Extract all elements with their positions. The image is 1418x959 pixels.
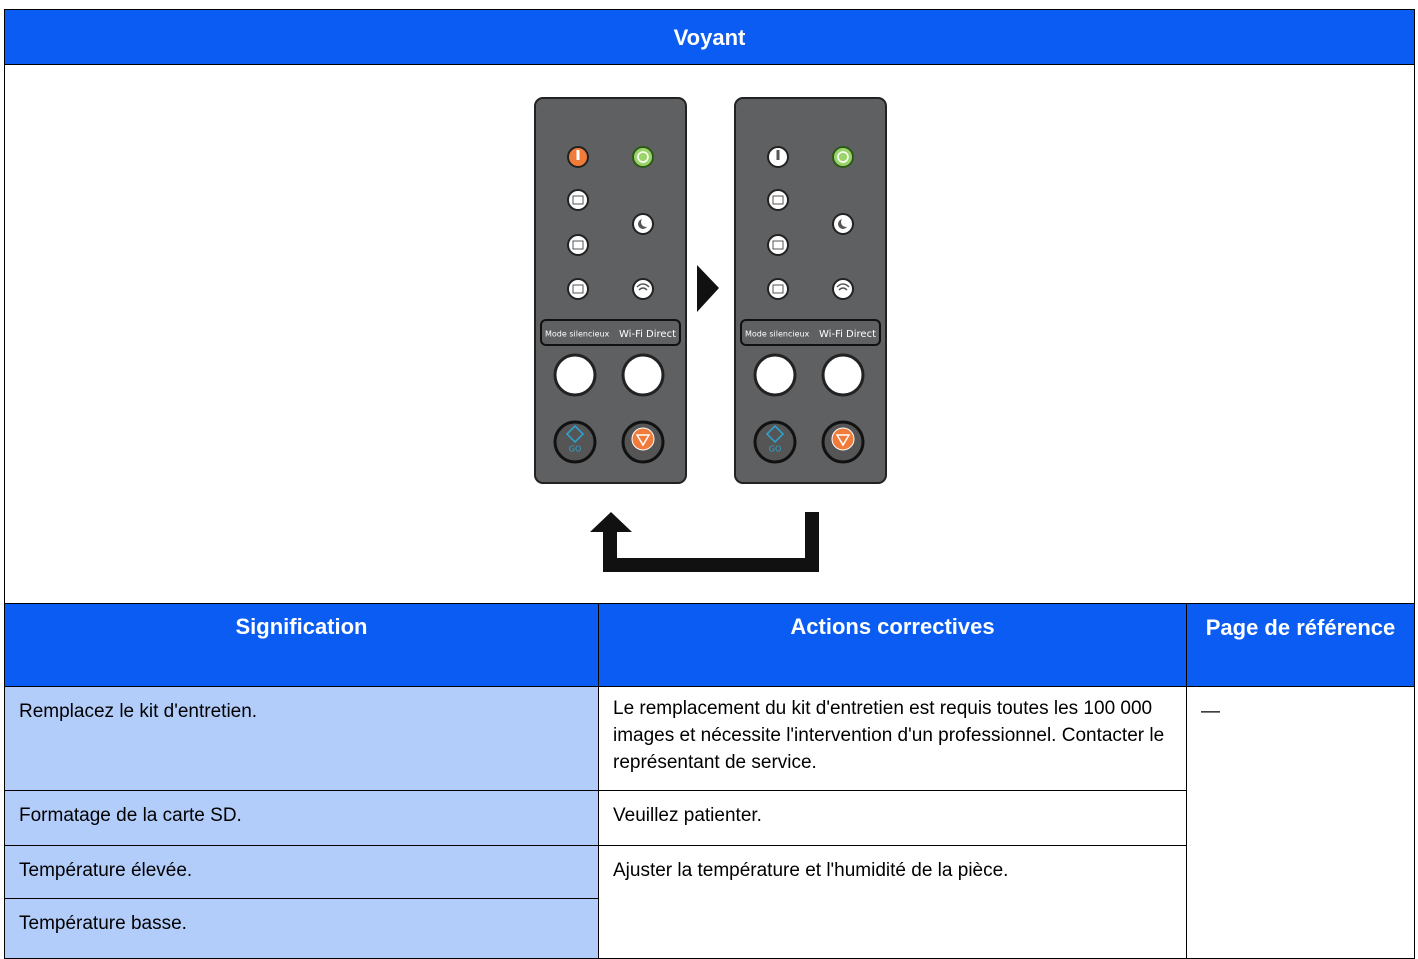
icon-mark <box>565 424 585 444</box>
icon-mark <box>641 217 651 227</box>
indicator <box>767 234 789 256</box>
icon-mark <box>772 240 784 250</box>
icon-mark <box>837 151 849 163</box>
column-header: Actions correctives <box>598 603 1187 687</box>
silent-button <box>553 353 597 397</box>
go-label: GO <box>569 445 582 454</box>
indicator <box>767 189 789 211</box>
action-cell: Le remplacement du kit d'entretien est r… <box>598 686 1187 791</box>
button-label: Mode silencieux <box>545 330 610 339</box>
meaning-cell: Remplacez le kit d'entretien. <box>4 686 599 791</box>
indicator <box>632 146 654 168</box>
column-header: Signification <box>4 603 599 687</box>
wifi-button <box>821 353 865 397</box>
indicator <box>632 278 654 300</box>
control-panel: Mode silencieux Wi-Fi Direct GO <box>534 97 687 484</box>
label-strip <box>740 319 881 346</box>
icon-mark <box>841 217 851 227</box>
button-label: Wi-Fi Direct <box>819 329 876 340</box>
icon-mark <box>572 195 584 205</box>
icon-mark <box>831 427 855 451</box>
column-header: Page de référence <box>1185 603 1416 687</box>
loop-arrow <box>590 512 819 572</box>
indicator <box>567 189 589 211</box>
icon-mark <box>637 151 649 163</box>
icon-mark <box>776 150 780 160</box>
indicator <box>832 146 854 168</box>
diagram-cell: Mode silencieux Wi-Fi Direct GO Mode silenc… <box>3 64 1416 604</box>
icon-mark <box>835 434 851 447</box>
indicator <box>567 234 589 256</box>
silent-button <box>753 353 797 397</box>
icon-mark <box>572 284 584 294</box>
meaning-cell: Formatage de la carte SD. <box>4 790 599 846</box>
panel-body <box>534 97 687 484</box>
button-label: Wi-Fi Direct <box>619 329 676 340</box>
icon-mark <box>636 283 650 291</box>
icon-mark <box>635 434 651 447</box>
control-panel: Mode silencieux Wi-Fi Direct GO <box>734 97 887 484</box>
icon-mark <box>765 424 785 444</box>
button-label: Mode silencieux <box>745 330 810 339</box>
icon-mark <box>772 284 784 294</box>
indicator <box>767 278 789 300</box>
label-strip <box>540 319 681 346</box>
meaning-cell: Température basse. <box>4 898 599 959</box>
indicator <box>567 278 589 300</box>
go-label: GO <box>769 445 782 454</box>
icon-mark <box>772 195 784 205</box>
icon-mark <box>576 150 580 160</box>
reference-cell: — <box>1185 686 1416 959</box>
panel-body <box>734 97 887 484</box>
action-cell: Ajuster la température et l'humidité de … <box>598 845 1187 959</box>
status-table: Voyant Mode silencieux Wi-Fi Direct GO Mode… <box>3 9 1416 959</box>
icon-mark <box>836 283 850 291</box>
wifi-button <box>621 353 665 397</box>
meaning-cell: Température élevée. <box>4 845 599 899</box>
icon-mark <box>572 240 584 250</box>
section-title: Voyant <box>3 9 1416 65</box>
action-cell: Veuillez patienter. <box>598 790 1187 846</box>
icon-mark <box>631 427 655 451</box>
indicator <box>832 278 854 300</box>
next-arrow <box>697 265 719 312</box>
